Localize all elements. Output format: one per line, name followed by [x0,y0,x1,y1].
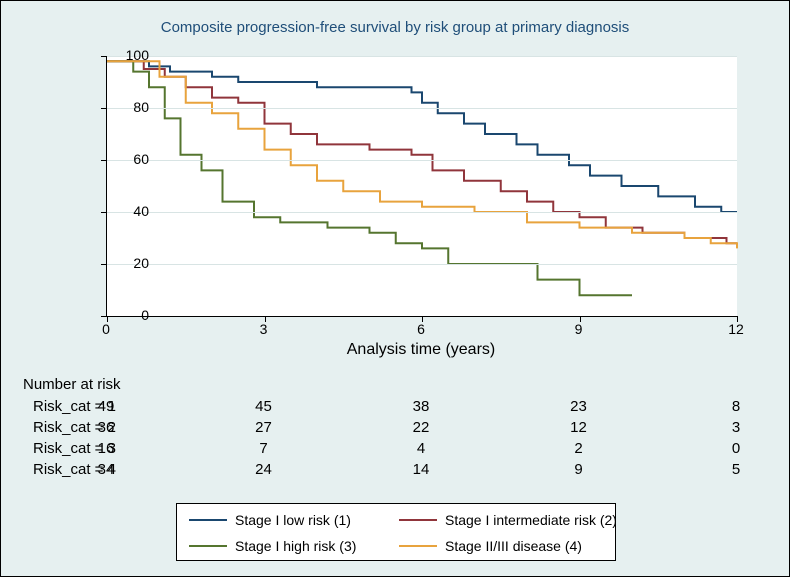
legend-label-3: Stage I high risk (3) [235,538,356,554]
risk-cell: 9 [559,461,599,478]
x-tick-label: 9 [569,321,589,337]
y-tick-label: 40 [89,203,149,219]
survival-curves [107,56,737,316]
y-tick-label: 20 [89,255,149,271]
legend-item-1: Stage I low risk (1) [189,510,351,530]
risk-cell: 27 [244,419,284,436]
risk-cell: 16 [86,440,126,457]
plot-area [106,56,737,317]
risk-cell: 24 [244,461,284,478]
y-tick-label: 60 [89,151,149,167]
legend-swatch-1 [189,519,227,521]
gridline [107,264,737,265]
risk-cell: 38 [401,398,441,415]
x-tick-label: 12 [726,321,746,337]
risk-cell: 14 [401,461,441,478]
legend-item-3: Stage I high risk (3) [189,536,356,556]
risk-cell: 8 [716,398,756,415]
legend-swatch-3 [189,545,227,547]
risk-cell: 4 [401,440,441,457]
risk-cell: 23 [559,398,599,415]
chart-title: Composite progression-free survival by r… [1,19,789,36]
legend-label-2: Stage I intermediate risk (2) [445,512,617,528]
legend-item-4: Stage II/III disease (4) [399,536,582,556]
risk-cell: 3 [716,419,756,436]
legend-box: Stage I low risk (1) Stage I intermediat… [176,503,616,561]
gridline [107,160,737,161]
risk-cell: 45 [244,398,284,415]
survival-curve [107,61,737,212]
y-tick-label: 80 [89,99,149,115]
x-tick-label: 0 [96,321,116,337]
legend-item-2: Stage I intermediate risk (2) [399,510,617,530]
survival-curve [107,61,737,243]
risk-cell: 7 [244,440,284,457]
risk-cell: 49 [86,398,126,415]
risk-cell: 5 [716,461,756,478]
risk-cell: 34 [86,461,126,478]
legend-label-4: Stage II/III disease (4) [445,538,582,554]
risk-cell: 0 [716,440,756,457]
risk-cell: 12 [559,419,599,436]
legend-swatch-4 [399,545,437,547]
x-tick-label: 3 [254,321,274,337]
x-tick-label: 6 [411,321,431,337]
risk-cell: 2 [559,440,599,457]
gridline [107,56,737,57]
risk-cell: 36 [86,419,126,436]
x-axis-title: Analysis time (years) [106,341,736,359]
chart-container: Composite progression-free survival by r… [0,0,790,577]
risk-table-title: Number at risk [23,376,121,393]
gridline [107,212,737,213]
risk-cell: 22 [401,419,441,436]
gridline [107,108,737,109]
legend-label-1: Stage I low risk (1) [235,512,351,528]
y-tick-label: 100 [89,47,149,63]
legend-swatch-2 [399,519,437,521]
